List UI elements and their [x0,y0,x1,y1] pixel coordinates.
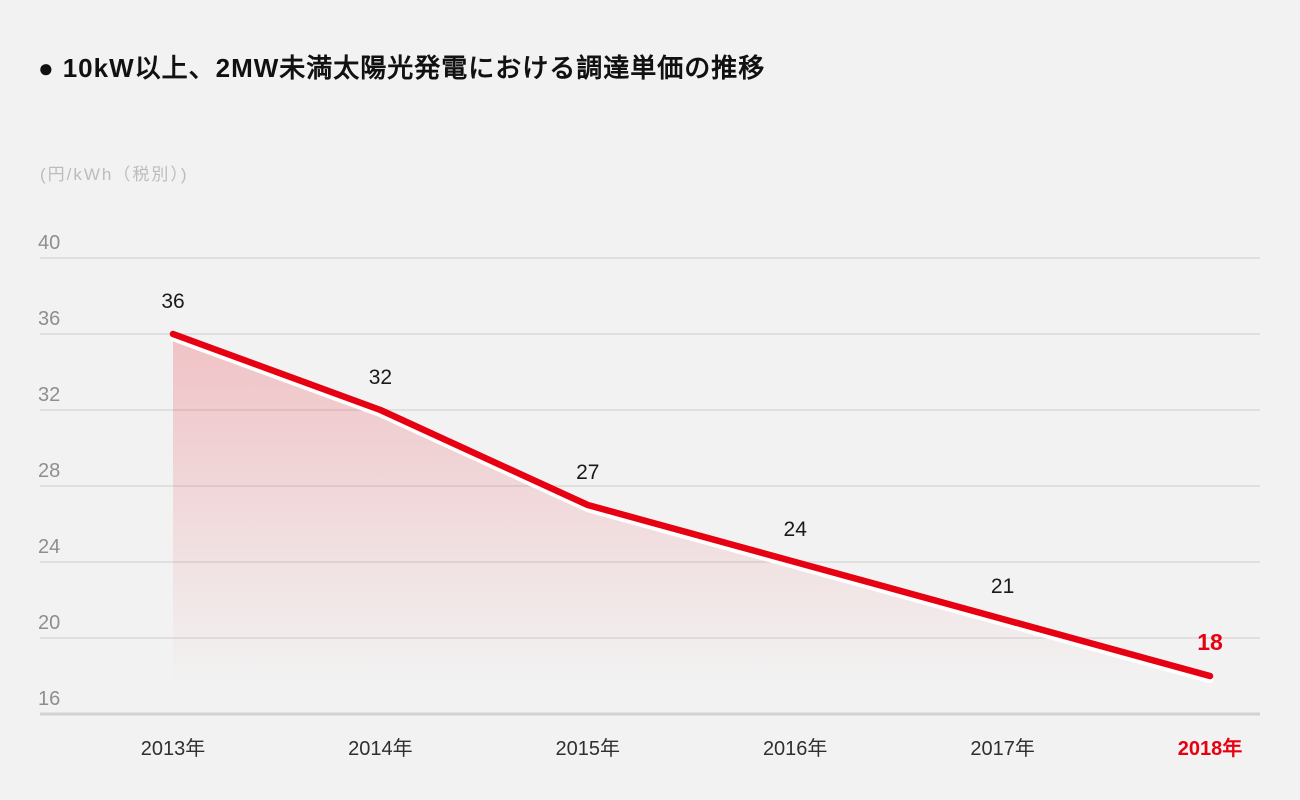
y-tick-label: 40 [38,232,60,254]
value-label: 18 [1197,629,1223,655]
value-label: 36 [161,290,184,313]
area-fill [173,338,1210,714]
value-label: 24 [784,518,808,541]
x-axis-label: 2015年 [556,737,621,760]
y-tick-label: 28 [38,460,60,482]
y-axis-unit-label: (円/kWh（税別）) [40,165,189,184]
x-axis-label: 2014年 [348,737,413,760]
y-tick-label: 24 [38,536,60,558]
y-tick-label: 16 [38,688,60,710]
bullet-icon: ● [38,53,55,83]
y-tick-label: 32 [38,384,60,406]
value-label: 32 [369,366,392,389]
value-label: 27 [576,461,599,484]
y-tick-label: 20 [38,612,60,634]
page-title-text: 10kW以上、2MW未満太陽光発電における調達単価の推移 [62,53,766,83]
x-axis-label: 2018年 [1178,736,1243,760]
y-tick-label: 36 [38,308,60,330]
line-white-edge [169,334,1214,684]
data-line [169,330,1214,680]
value-label: 21 [991,575,1014,598]
x-axis-label: 2017年 [970,737,1035,760]
x-axis-label: 2016年 [763,737,828,760]
page-title: ● 10kW以上、2MW未満太陽光発電における調達単価の推移 [38,48,765,85]
x-axis-label: 2013年 [141,737,206,760]
